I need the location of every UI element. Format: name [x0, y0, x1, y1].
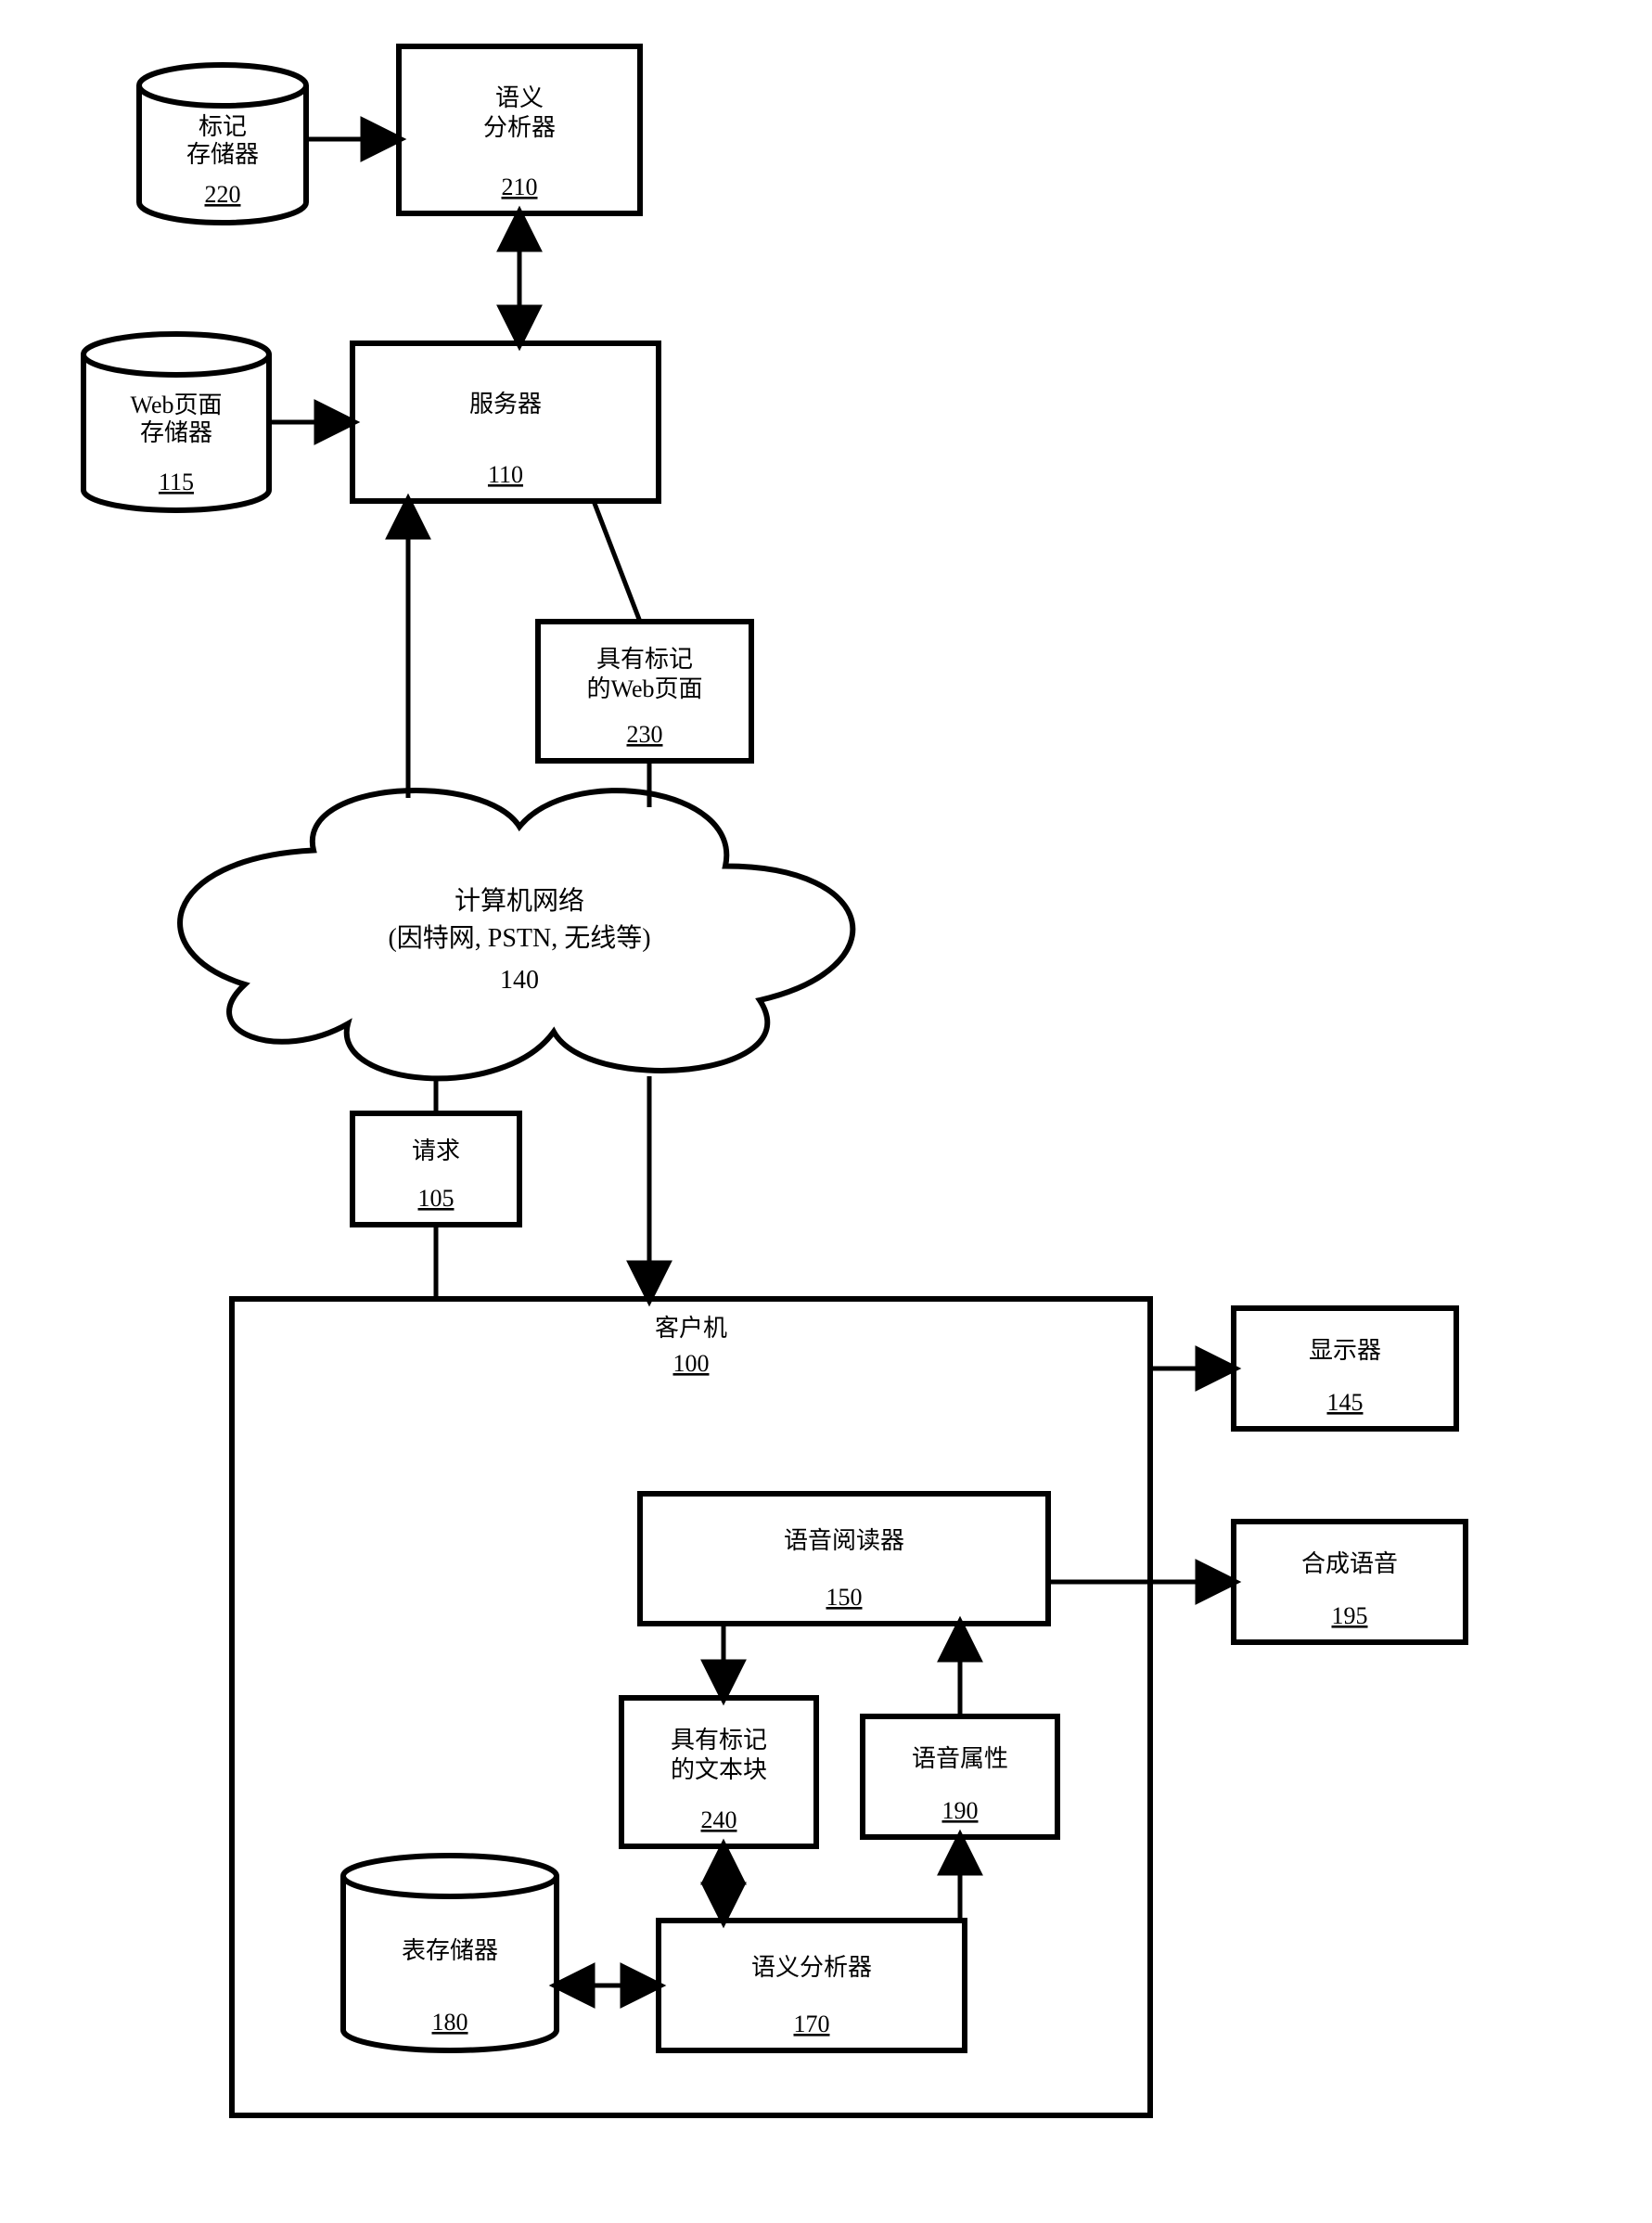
client	[232, 1299, 1150, 2115]
sem_analyzer2-num: 170	[794, 2011, 830, 2037]
request-label: 请求	[412, 1137, 460, 1164]
client-num: 100	[673, 1350, 710, 1377]
web_store-label: 存储器	[140, 419, 212, 446]
tag_store-label: 存储器	[186, 141, 259, 168]
tag_store-label: 标记	[198, 113, 247, 140]
web_store-num: 115	[159, 469, 194, 495]
voice_attr-num: 190	[942, 1797, 979, 1824]
cloud-label2: (因特网, PSTN, 无线等)	[388, 923, 650, 953]
table_store-num: 180	[432, 2009, 468, 2036]
display-num: 145	[1327, 1389, 1364, 1416]
voice_reader-num: 150	[826, 1584, 863, 1611]
cloud-label1: 计算机网络	[455, 886, 584, 916]
sem_analyzer2-label: 语义分析器	[751, 1954, 872, 1981]
voice_attr-label: 语音属性	[912, 1745, 1008, 1772]
table_store-label: 表存储器	[402, 1937, 498, 1964]
tag_store-num: 220	[205, 181, 241, 208]
sem_analyzer-label: 分析器	[483, 114, 556, 141]
tagged_page-num: 230	[627, 721, 663, 748]
server-num: 110	[488, 461, 523, 488]
voice_reader-label: 语音阅读器	[784, 1527, 904, 1554]
tagged_text-label: 的文本块	[671, 1756, 767, 1783]
display-label: 显示器	[1309, 1337, 1381, 1364]
tagged_page-label: 的Web页面	[587, 675, 703, 702]
edge-server-tagged_page	[594, 501, 640, 622]
client-label: 客户机	[655, 1315, 727, 1342]
request-num: 105	[418, 1185, 455, 1212]
tagged_text-label: 具有标记	[671, 1727, 767, 1754]
sem_analyzer-num: 210	[502, 173, 538, 200]
tagged_text-num: 240	[701, 1806, 737, 1833]
tagged_page-label: 具有标记	[596, 646, 693, 673]
web_store-label: Web页面	[131, 392, 223, 418]
cloud-num: 140	[500, 966, 539, 995]
synth_voice-label: 合成语音	[1301, 1550, 1398, 1577]
sem_analyzer-label: 语义	[495, 84, 544, 111]
server-label: 服务器	[469, 391, 542, 418]
synth_voice-num: 195	[1332, 1602, 1368, 1629]
